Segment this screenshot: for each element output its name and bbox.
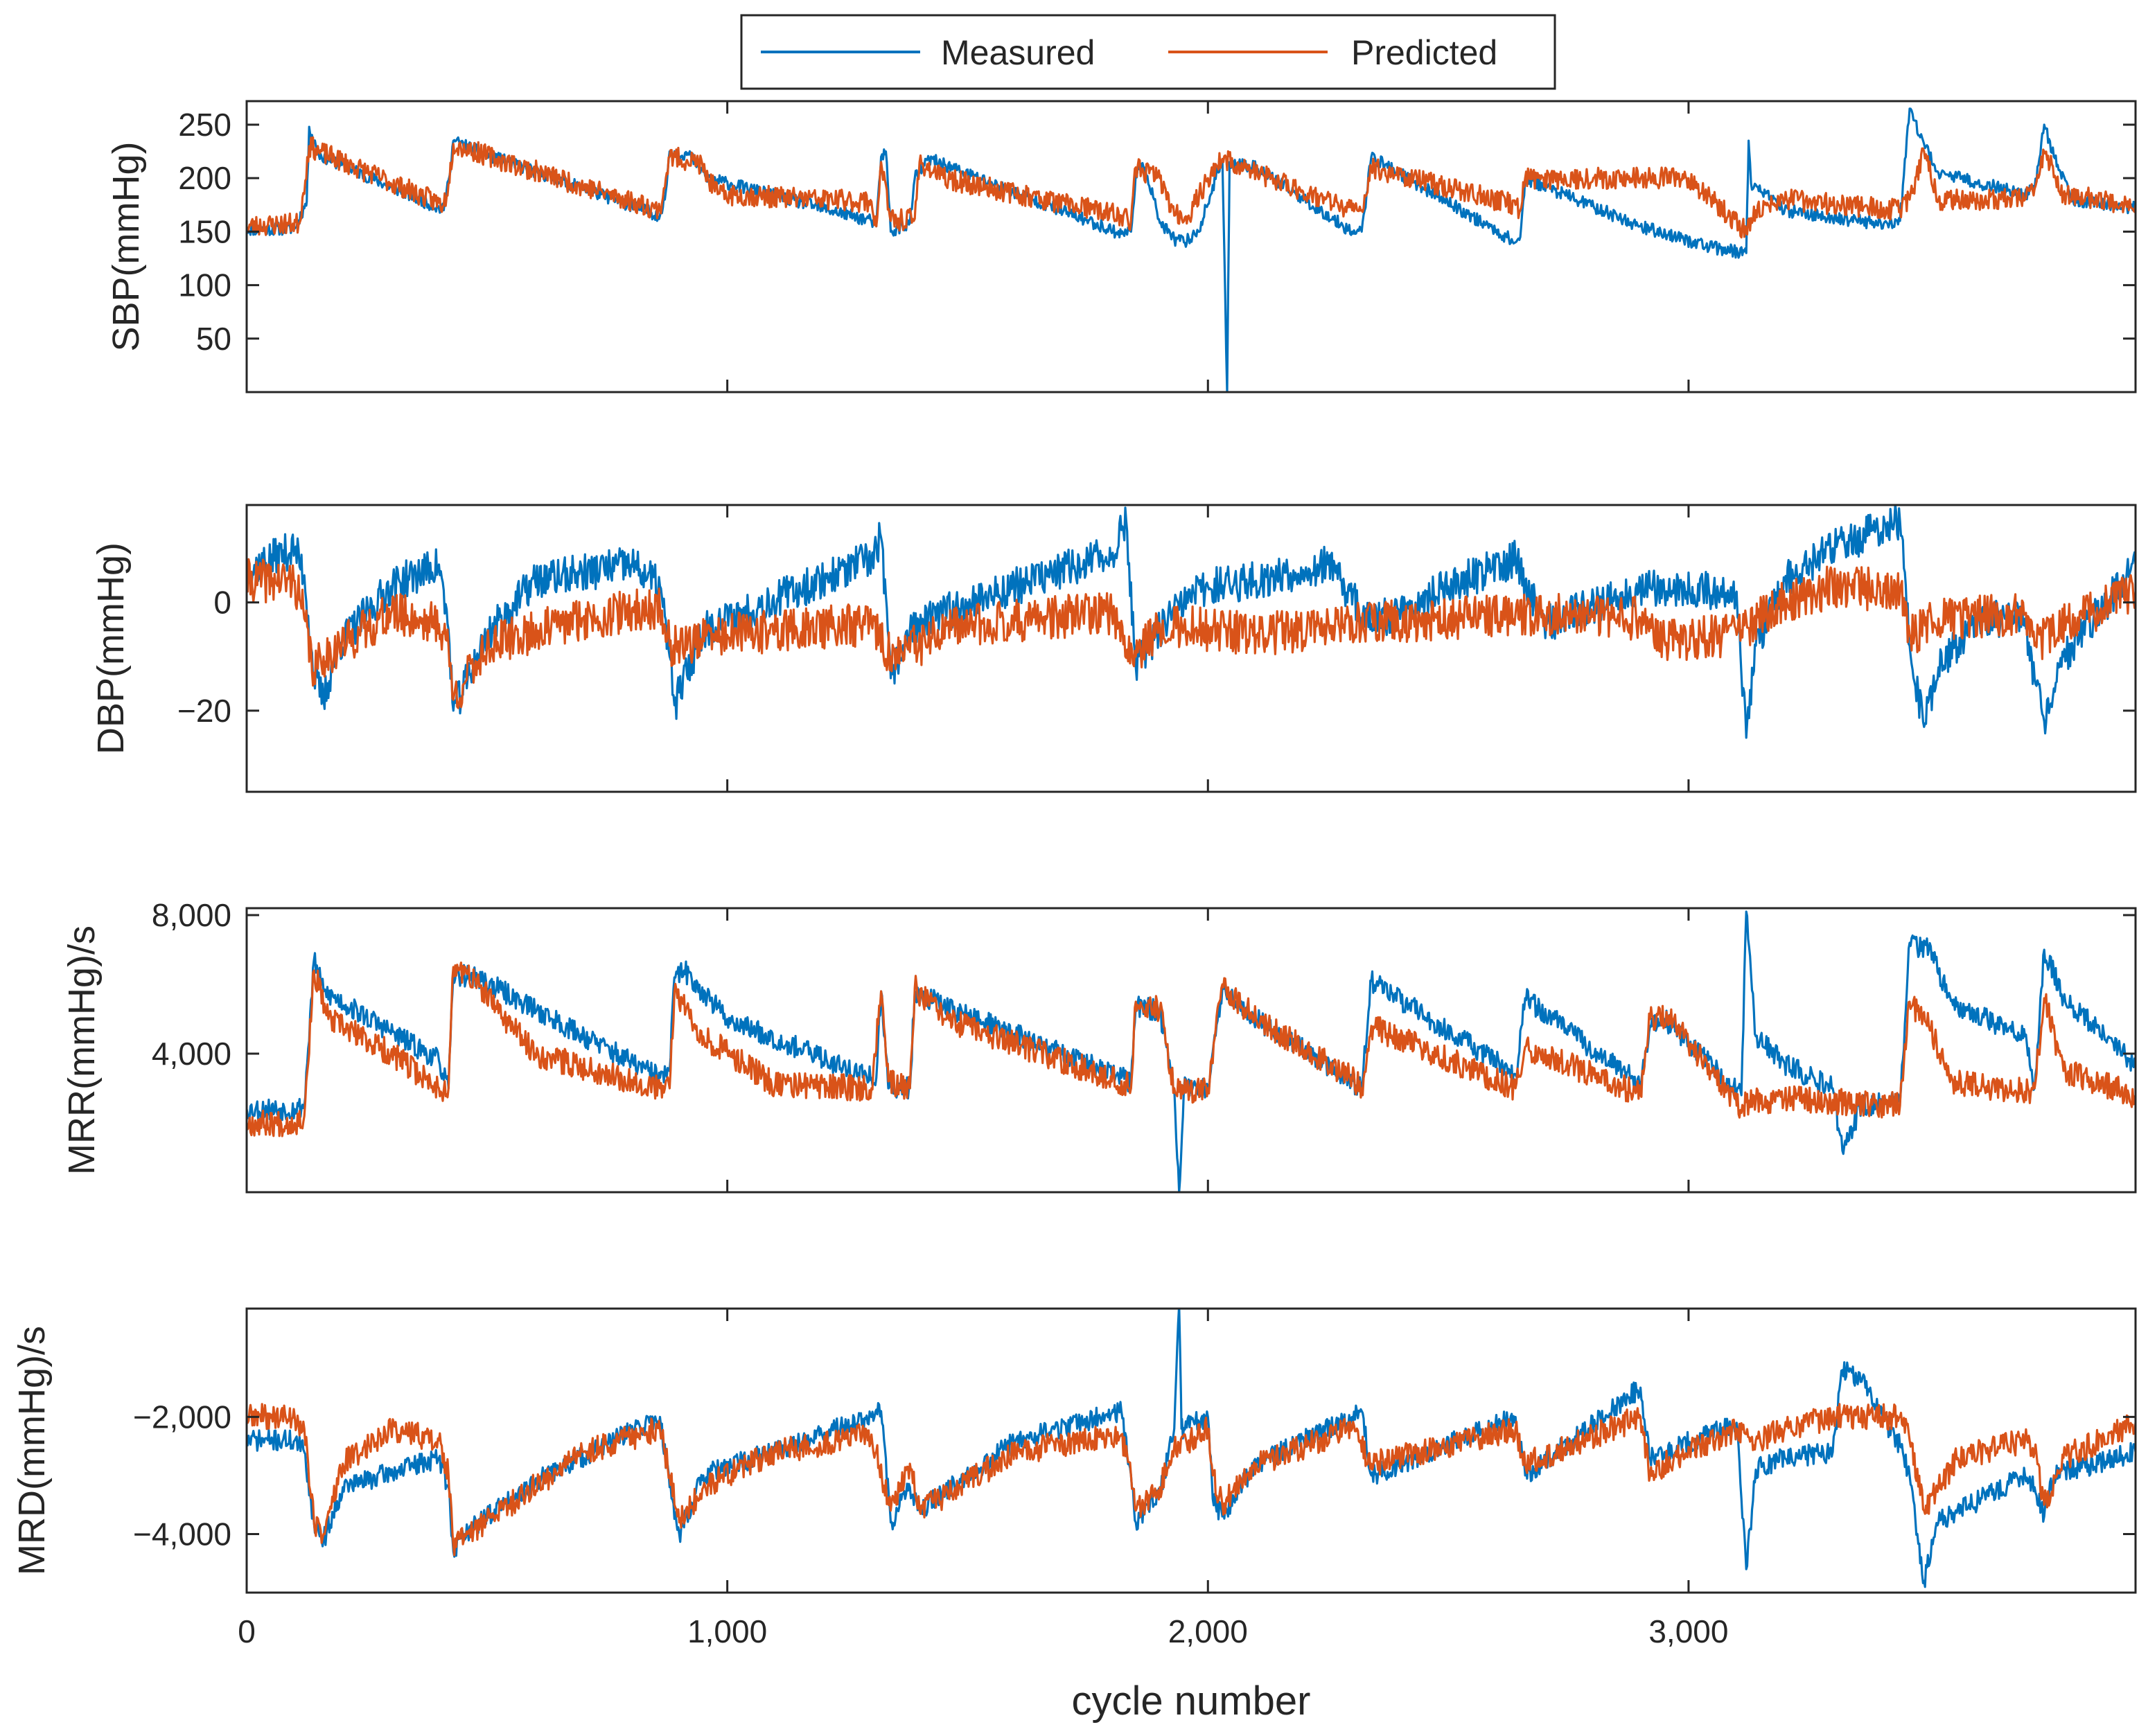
plot-area-mrd — [247, 1309, 2136, 1588]
x-tick-label: 0 — [238, 1613, 256, 1649]
y-axis-label-mrr: MRR(mmHg)/s — [61, 925, 103, 1175]
dbp-ytick-label: −20 — [177, 693, 231, 729]
y-ticks-mrr: 4,000 8,000 — [152, 897, 2136, 1072]
legend-label-predicted: Predicted — [1351, 33, 1497, 72]
dbp-ytick-label: 0 — [213, 585, 231, 621]
plot-area-mrr — [247, 910, 2136, 1192]
dbp-series-predicted — [247, 558, 2136, 709]
x-ticks-sbp — [245, 101, 1690, 392]
sbp-ytick-label: 200 — [178, 160, 231, 196]
x-ticks-mrd — [245, 1309, 1690, 1593]
mrd-series-predicted — [247, 1403, 2136, 1557]
axes-frame-sbp — [245, 100, 2137, 393]
x-tick-label: 2,000 — [1168, 1613, 1248, 1649]
x-tick-label: 1,000 — [687, 1613, 767, 1649]
mrr-ytick-label: 4,000 — [152, 1036, 231, 1072]
axes-frame-mrr — [245, 907, 2137, 1194]
mrd-ytick-label: −4,000 — [133, 1516, 231, 1552]
x-tick-labels: 0 1,000 2,000 3,000 — [238, 1613, 1728, 1649]
panel-dbp: −20 0 DBP(mmHg) — [90, 504, 2137, 793]
x-tick-label: 3,000 — [1648, 1613, 1728, 1649]
plot-area-sbp — [247, 107, 2136, 392]
legend: Measured Predicted — [740, 14, 1556, 90]
sbp-ytick-label: 50 — [196, 321, 231, 357]
y-ticks-mrd: −4,000 −2,000 — [133, 1399, 2136, 1552]
panel-mrd: −4,000 −2,000 MRD(mmHg)/s — [11, 1307, 2137, 1594]
axes-frame-mrd — [245, 1307, 2137, 1594]
x-axis-label: cycle number — [1072, 1679, 1311, 1724]
sbp-ytick-label: 100 — [178, 267, 231, 303]
y-axis-label-sbp: SBP(mmHg) — [105, 141, 147, 351]
axes-frame-dbp — [245, 504, 2137, 793]
sbp-series-measured — [247, 107, 2136, 392]
x-ticks-mrr — [245, 908, 1690, 1192]
sbp-ytick-label: 250 — [178, 107, 231, 143]
mrr-series-predicted — [247, 962, 2136, 1137]
panel-mrr: 4,000 8,000 MRR(mmHg)/s — [61, 897, 2137, 1194]
plot-area-dbp — [247, 505, 2136, 739]
panel-sbp: 50 100 150 200 250 SBP(mmHg) — [105, 100, 2137, 393]
y-ticks-dbp: −20 0 — [177, 585, 2136, 729]
y-axis-label-dbp: DBP(mmHg) — [90, 542, 132, 754]
x-ticks-dbp — [245, 505, 1690, 792]
y-axis-label-mrd: MRD(mmHg)/s — [11, 1326, 53, 1575]
legend-label-measured: Measured — [941, 33, 1095, 72]
dbp-series-measured — [247, 505, 2136, 739]
sbp-ytick-label: 150 — [178, 213, 231, 249]
y-ticks-sbp: 50 100 150 200 250 — [178, 107, 2136, 357]
mrr-ytick-label: 8,000 — [152, 897, 231, 933]
mrd-ytick-label: −2,000 — [133, 1399, 231, 1435]
sbp-series-predicted — [247, 136, 2136, 239]
